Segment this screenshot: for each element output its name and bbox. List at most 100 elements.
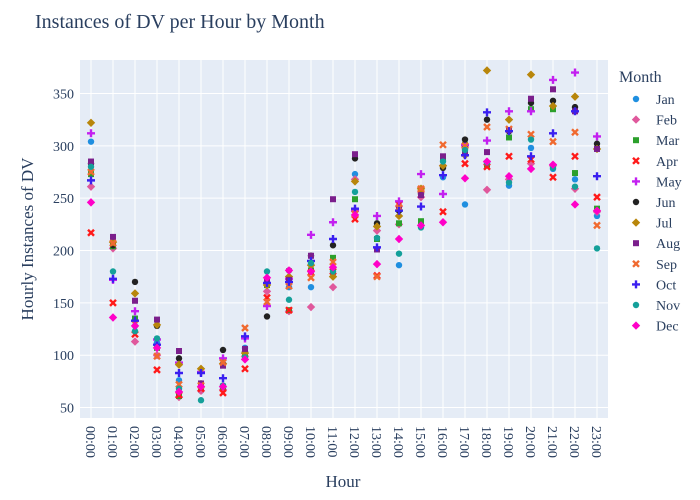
point-dec: [460, 174, 470, 183]
x-tick-label: 13:00: [368, 426, 383, 458]
point-dec: [196, 382, 206, 391]
point-may: [527, 107, 535, 116]
legend-item-jan[interactable]: Jan: [632, 93, 675, 108]
point-dec: [482, 157, 492, 166]
x-tick-label: 14:00: [390, 426, 405, 458]
point-jun: [219, 346, 227, 354]
point-nov: [131, 327, 139, 335]
point-may: [593, 132, 601, 141]
point-apr: [571, 152, 579, 161]
point-sep: [87, 168, 95, 176]
point-jun: [329, 242, 337, 249]
point-oct: [109, 274, 117, 283]
series-dec: [86, 157, 602, 397]
point-nov: [197, 397, 205, 404]
x-tick-label: 02:00: [126, 426, 141, 458]
y-tick-label: 50: [60, 402, 74, 417]
point-dec: [240, 355, 250, 364]
point-dec: [350, 210, 360, 220]
y-tick-label: 250: [53, 192, 74, 207]
point-aug: [528, 95, 534, 102]
point-nov: [153, 335, 161, 342]
point-apr: [241, 364, 249, 373]
legend-item-sep[interactable]: Sep: [632, 258, 677, 273]
point-sep: [153, 352, 161, 361]
point-apr: [285, 306, 293, 315]
legend-item-oct[interactable]: Oct: [632, 278, 676, 293]
legend-label: Jun: [656, 196, 675, 211]
legend-item-may[interactable]: May: [632, 175, 682, 190]
point-sep: [593, 221, 601, 230]
point-aug: [550, 86, 556, 93]
y-tick-label: 100: [53, 349, 74, 364]
point-sep: [571, 128, 579, 137]
point-oct: [395, 206, 403, 215]
point-jul: [152, 320, 162, 330]
point-jul: [328, 272, 338, 281]
point-dec: [174, 387, 184, 397]
point-dec: [592, 206, 602, 215]
point-oct: [285, 277, 293, 286]
point-nov: [373, 234, 381, 242]
point-nov: [439, 158, 447, 165]
point-aug: [132, 297, 138, 304]
x-tick-label: 22:00: [566, 426, 581, 458]
legend-item-aug[interactable]: Aug: [633, 237, 680, 252]
legend-item-jun[interactable]: Jun: [632, 196, 676, 211]
point-sep: [285, 282, 293, 290]
legend-marker: [632, 95, 640, 103]
point-jul: [130, 289, 140, 298]
x-tick-label: 07:00: [236, 426, 251, 458]
point-feb: [130, 337, 140, 346]
x-tick-label: 01:00: [104, 426, 119, 458]
legend-label: Aug: [656, 237, 680, 252]
legend-item-mar[interactable]: Mar: [633, 134, 680, 149]
point-aug: [242, 345, 248, 352]
point-jul: [394, 211, 404, 221]
x-tick-label: 04:00: [170, 426, 185, 458]
point-sep: [241, 324, 249, 332]
point-sep: [329, 258, 337, 266]
point-dec: [548, 160, 558, 169]
point-nov: [505, 179, 513, 186]
data-points: [86, 66, 602, 404]
point-sep: [373, 272, 381, 281]
point-nov: [307, 259, 315, 267]
point-jun: [549, 97, 557, 105]
point-aug: [418, 192, 424, 199]
legend[interactable]: Month Jan Feb Mar Apr May Jun Jul Aug Sep Oct Nov D…: [619, 69, 682, 335]
point-nov: [571, 183, 579, 190]
point-jan: [87, 138, 95, 145]
point-dec: [372, 259, 382, 269]
legend-label: Dec: [656, 320, 679, 335]
point-may: [329, 218, 337, 227]
point-mar: [506, 134, 512, 141]
point-jul: [372, 222, 382, 231]
legend-item-jul[interactable]: Jul: [631, 217, 673, 232]
legend-item-apr[interactable]: Apr: [632, 155, 678, 170]
point-jul: [350, 177, 360, 186]
point-may: [505, 107, 513, 116]
legend-item-nov[interactable]: Nov: [632, 299, 680, 314]
point-sep: [549, 137, 557, 146]
legend-item-feb[interactable]: Feb: [631, 114, 677, 129]
point-jul: [482, 66, 492, 75]
legend-label: Apr: [656, 155, 678, 170]
point-sep: [263, 297, 271, 306]
point-mar: [330, 254, 336, 261]
x-axis-title: Hour: [326, 472, 361, 491]
point-nov: [285, 296, 293, 303]
point-aug: [594, 145, 600, 152]
point-apr: [549, 173, 557, 182]
y-tick-label: 350: [53, 87, 74, 102]
point-may: [87, 129, 95, 138]
legend-marker: [632, 177, 640, 186]
point-aug: [440, 153, 446, 160]
point-jul: [86, 118, 96, 128]
legend-marker: [633, 137, 639, 144]
point-dec: [86, 198, 96, 207]
point-dec: [218, 382, 228, 391]
legend-item-dec[interactable]: Dec: [631, 320, 679, 335]
point-dec: [130, 321, 140, 331]
point-apr: [219, 389, 227, 397]
